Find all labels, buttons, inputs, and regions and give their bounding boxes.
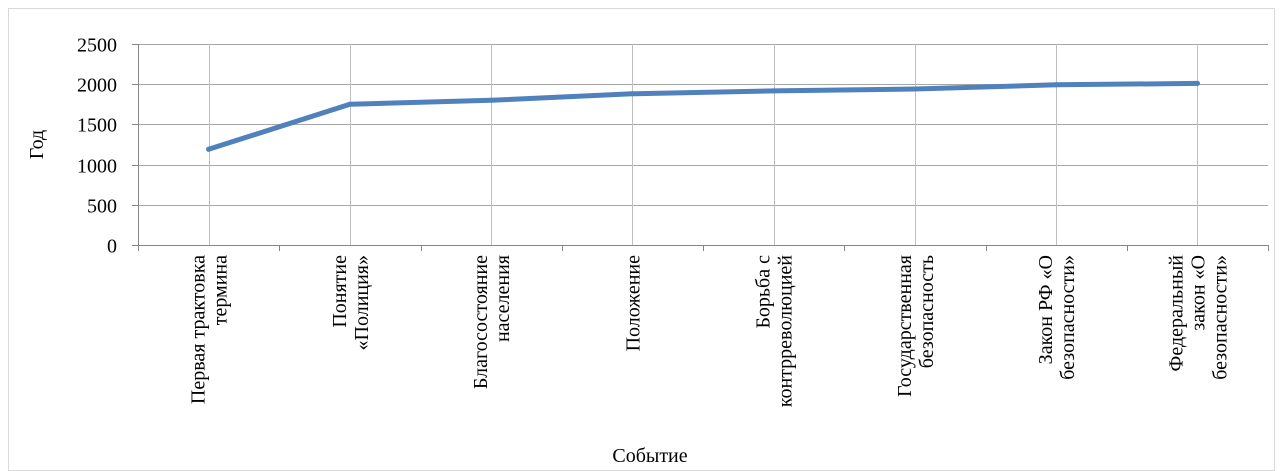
x-tick-label-line: закон «О: [1187, 255, 1209, 331]
x-tick-label: Государственнаябезопасность: [894, 255, 938, 397]
y-tick-label: 2500: [77, 35, 117, 57]
gridlines: [138, 44, 1268, 245]
x-tick-label-line: Закон РФ «О: [1035, 255, 1057, 364]
x-tick-label-line: Первая трактовка: [188, 255, 210, 404]
x-tick-label-line: Федеральный: [1165, 255, 1187, 372]
x-tick-label-line: безопасности»: [1057, 255, 1079, 380]
x-tick-label-line: Государственная: [894, 255, 916, 397]
x-tick-label: Благосостояниенаселения: [470, 255, 514, 389]
x-tick-label: Закон РФ «Обезопасности»: [1035, 255, 1079, 380]
y-tick-label: 1000: [77, 156, 117, 178]
data-point: [1194, 80, 1200, 86]
x-tick-label: Борьба сконтрреволюцией: [753, 255, 797, 408]
data-point: [488, 97, 494, 103]
data-point: [347, 101, 353, 107]
y-tick-label: 2000: [77, 75, 117, 97]
x-tick-label-line: Благосостояние: [470, 255, 492, 389]
x-tick-labels: Первая трактовкатермина Понятие«Полиция» Б…: [188, 255, 1232, 408]
y-tick-label: 500: [87, 196, 117, 218]
x-tick-label: Положение: [622, 255, 644, 352]
x-tick-label-line: контрреволюцией: [775, 255, 797, 408]
data-point: [912, 86, 918, 92]
data-point: [1053, 82, 1059, 88]
data-point: [629, 91, 635, 97]
y-axis-title: Год: [26, 130, 48, 159]
x-tick-label-line: Борьба с: [753, 255, 775, 329]
x-tick-label-line: безопасность: [916, 255, 938, 368]
x-tick-label: Первая трактовкатермина: [188, 255, 232, 404]
x-tick-label-line: «Полиция»: [351, 255, 373, 350]
x-tick-label-line: Понятие: [329, 255, 351, 328]
x-tick-label-line: безопасности»: [1209, 255, 1231, 380]
y-tick-label: 0: [107, 236, 117, 258]
x-tick-label: Федеральныйзакон «Обезопасности»: [1165, 255, 1231, 380]
x-tick-label-line: термина: [210, 255, 232, 325]
axes: [132, 44, 1269, 251]
series-layer: [206, 80, 1200, 152]
data-point: [771, 88, 777, 94]
series-line: [206, 80, 1200, 152]
x-tick-label: Понятие«Полиция»: [329, 255, 373, 351]
data-point: [206, 146, 212, 152]
x-tick-label-line: населения: [492, 255, 514, 342]
x-tick-label-line: Положение: [622, 255, 644, 352]
x-axis-title: Событие: [612, 445, 687, 467]
y-tick-labels: 0 500 1000 1500 2000 2500: [77, 35, 117, 258]
y-tick-label: 1500: [77, 115, 117, 137]
